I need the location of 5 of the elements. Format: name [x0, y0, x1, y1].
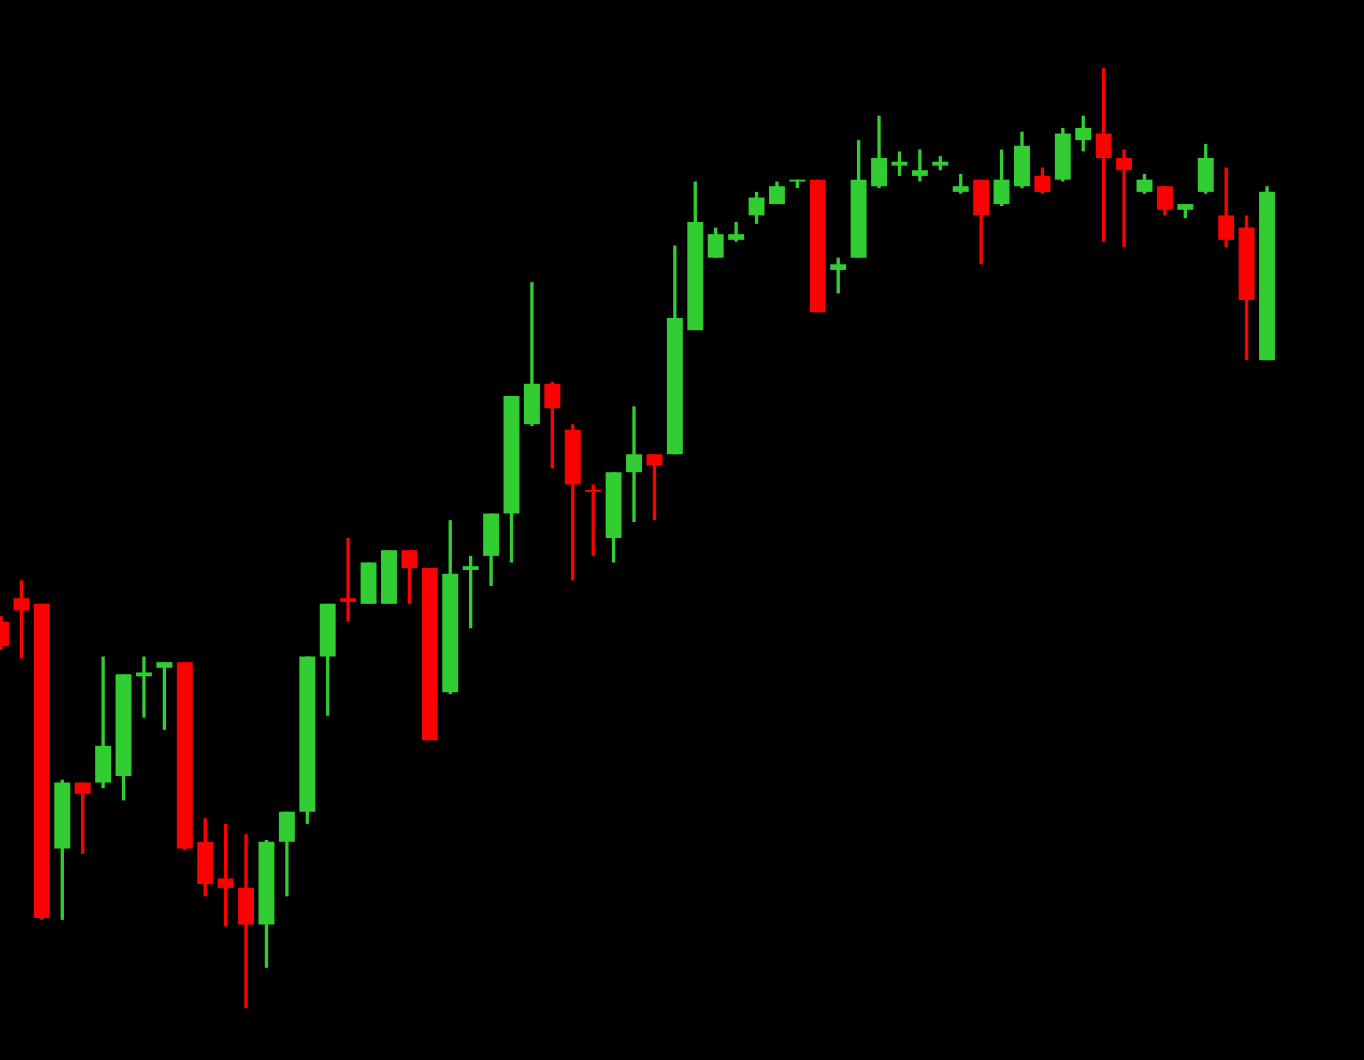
candlestick — [134, 654, 154, 720]
candlestick — [381, 548, 397, 606]
candlestick — [360, 560, 377, 606]
candlestick — [809, 177, 826, 314]
candlestick — [421, 566, 438, 742]
